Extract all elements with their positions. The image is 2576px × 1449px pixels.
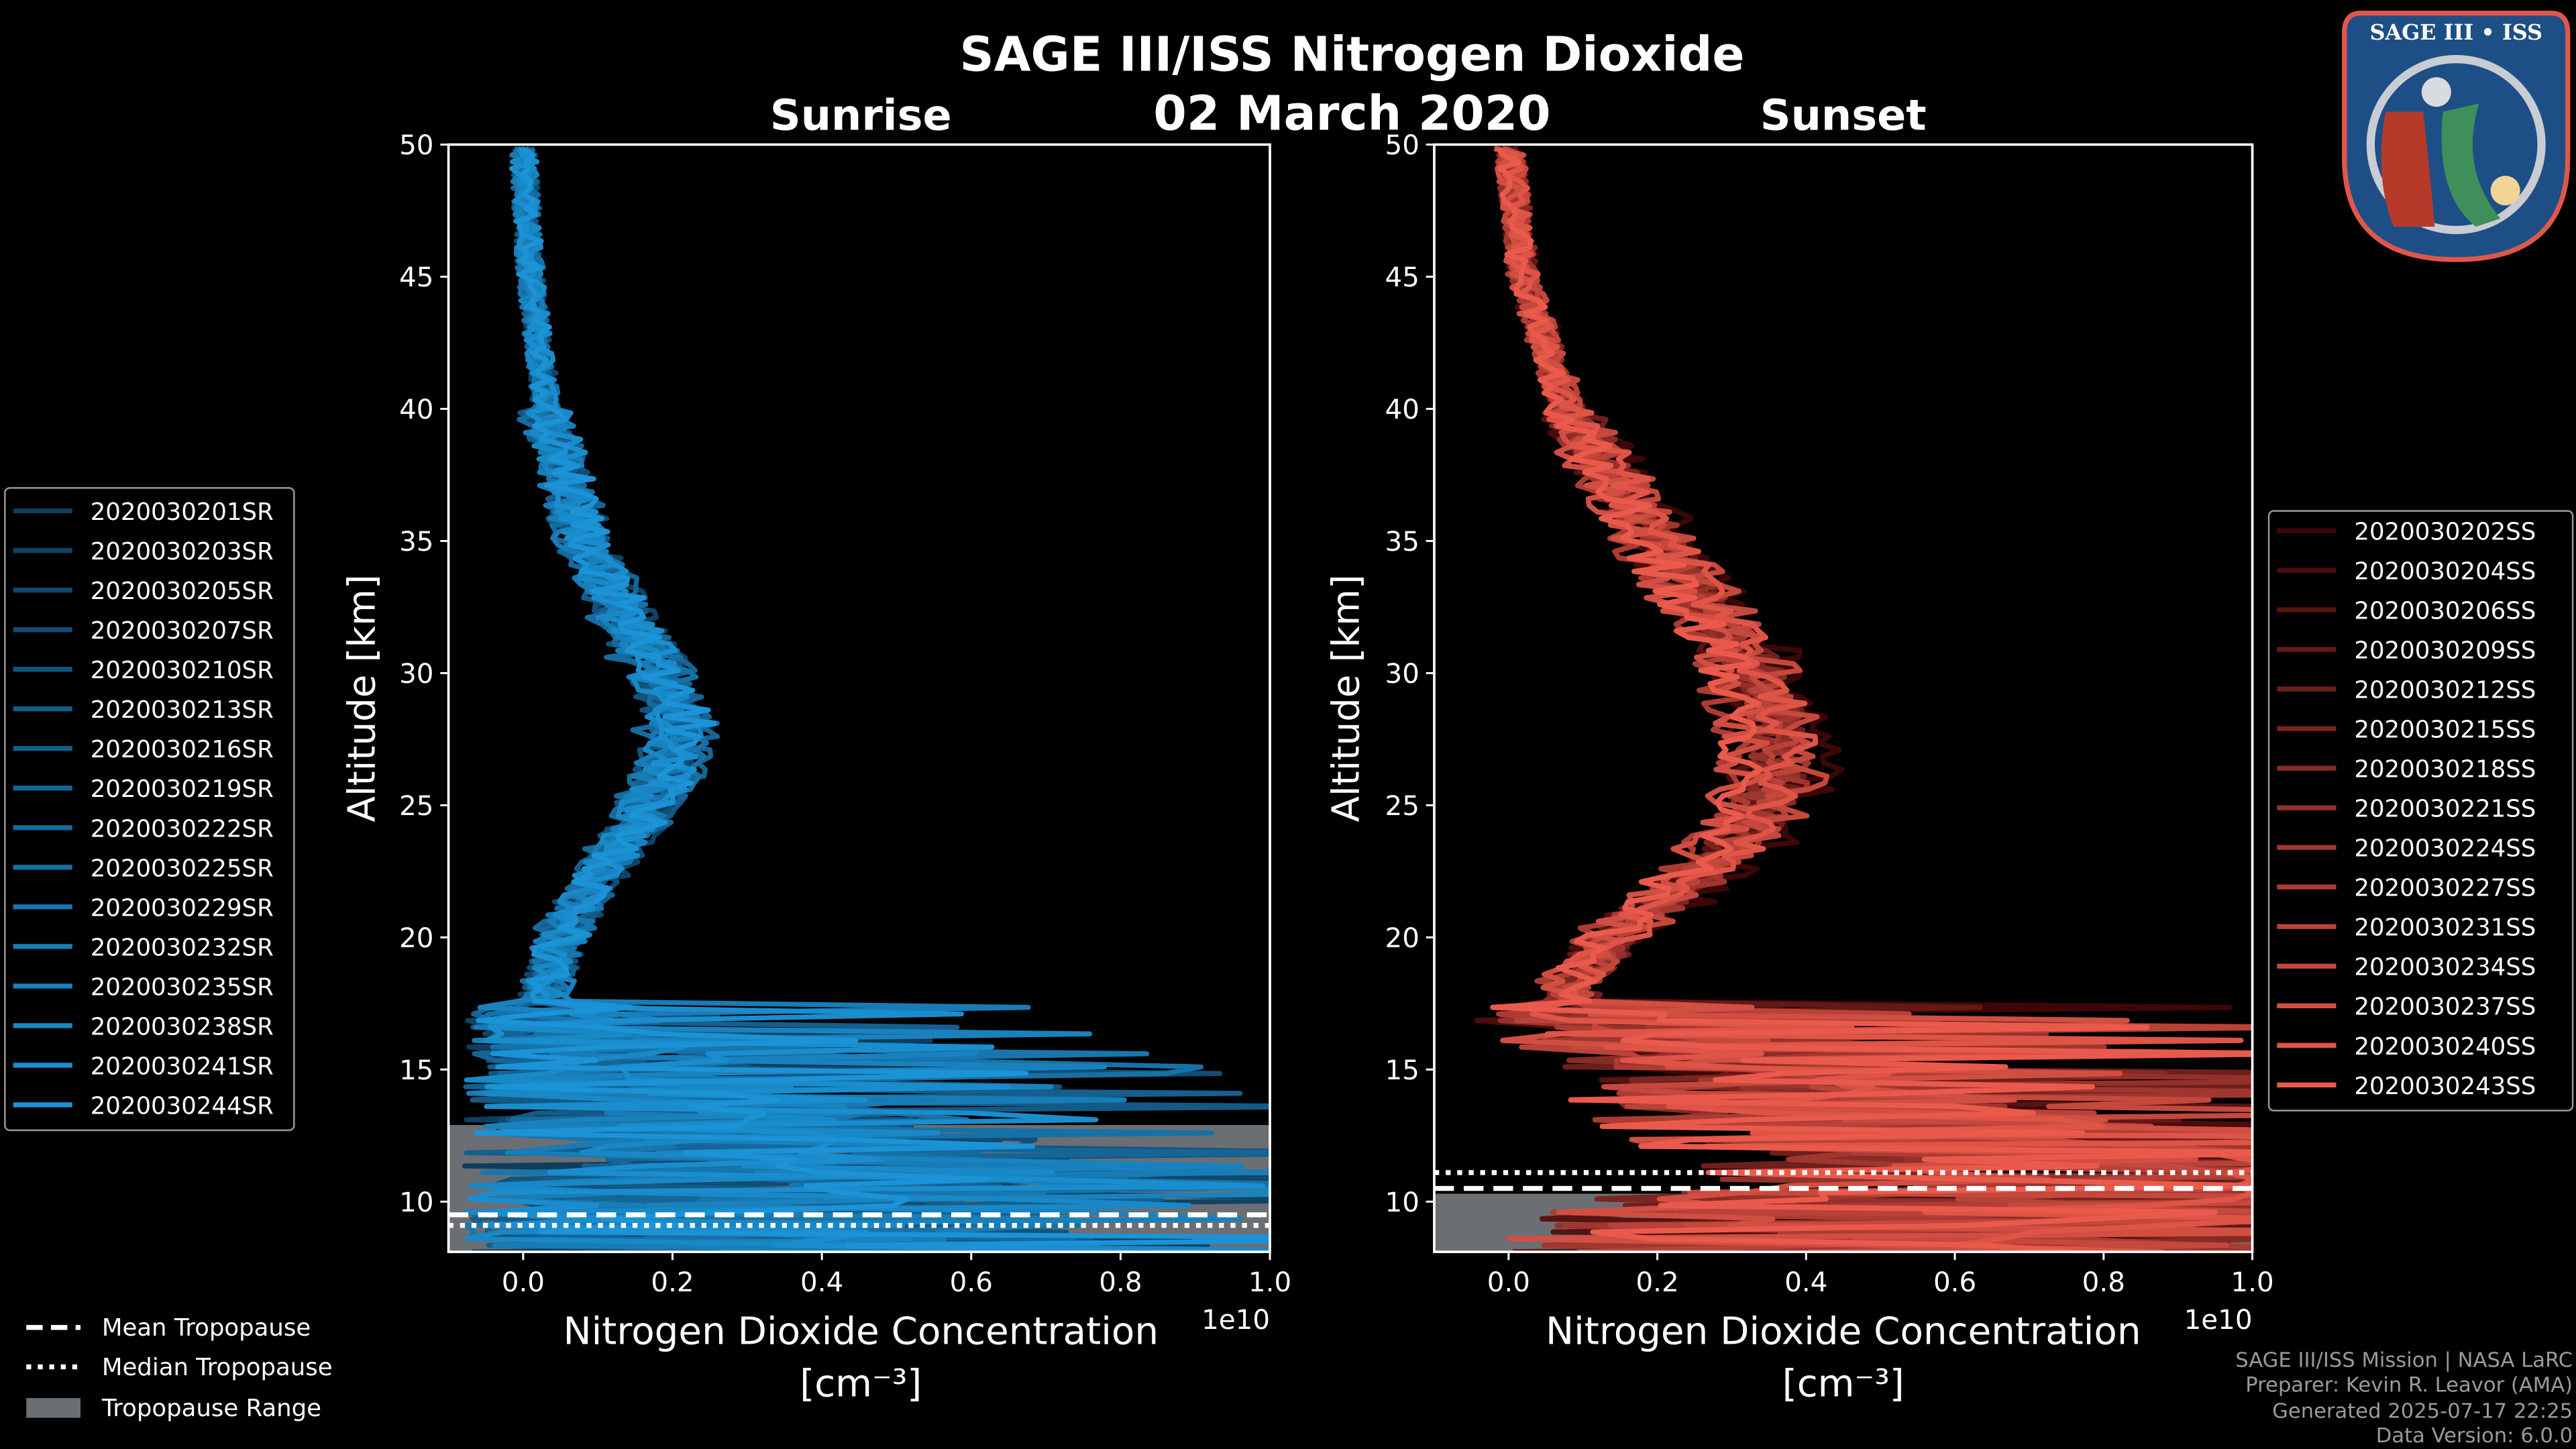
legend-label: 2020030209SS <box>2354 637 2536 665</box>
y-tick-label: 35 <box>399 525 433 557</box>
axes-frame <box>447 143 1271 1253</box>
legend-label: 2020030237SS <box>2354 994 2536 1021</box>
legend-label: 2020030234SS <box>2354 954 2536 981</box>
axes-frame <box>1433 143 2254 1253</box>
sunrise-x-unit: [cm⁻³] <box>800 1362 922 1406</box>
y-tick-label: 25 <box>399 790 433 822</box>
credit-line: Generated 2025-07-17 22:25 <box>2272 1399 2573 1423</box>
y-tick-label: 10 <box>399 1186 433 1218</box>
legend-label: 2020030203SR <box>91 538 274 566</box>
legend-label: 2020030221SS <box>2354 796 2536 823</box>
x-tick-label: 0.8 <box>2082 1266 2125 1298</box>
x-tick-label: 0.0 <box>1487 1266 1530 1298</box>
sunrise-plot: 0.0 0.2 0.4 0.6 0.8 1.0 10 15 20 25 30 35 40 45 50 <box>399 129 1291 1298</box>
x-tick-label: 0.0 <box>502 1266 545 1298</box>
x-tick-label: 0.6 <box>1933 1266 1976 1298</box>
tropopause-range-label: Tropopause Range <box>101 1395 321 1422</box>
legend-label: 2020030225SR <box>91 855 274 882</box>
sunrise-legend: 2020030201SR 2020030203SR 2020030205SR 2020… <box>4 487 295 1132</box>
x-tick-label: 1.0 <box>1248 1266 1291 1298</box>
sunset-plot: 0.0 0.2 0.4 0.6 0.8 1.0 10 15 20 25 30 35 40 45 50 <box>1385 129 2274 1298</box>
y-tick-label: 35 <box>1385 525 1419 557</box>
credit-line: Data Version: 6.0.0 <box>2376 1424 2573 1448</box>
logo-title: SAGE III • ISS <box>2369 19 2542 45</box>
sunrise-x-label: Nitrogen Dioxide Concentration <box>563 1309 1159 1353</box>
legend-label: 2020030232SR <box>91 934 274 961</box>
y-tick-label: 30 <box>399 657 433 690</box>
legend-label: 2020030215SS <box>2354 716 2536 744</box>
legend-label: 2020030240SS <box>2354 1033 2536 1061</box>
x-tick-label: 0.6 <box>950 1266 993 1298</box>
legend-label: 2020030231SS <box>2354 914 2536 942</box>
legend-label: 2020030235SR <box>91 973 274 1001</box>
sunset-x-unit: [cm⁻³] <box>1782 1362 1904 1406</box>
sunset-y-label: Altitude [km] <box>1324 574 1368 822</box>
credits: SAGE III/ISS Mission | NASA LaRC Prepare… <box>2235 1349 2573 1448</box>
sunrise-title: Sunrise <box>770 91 952 140</box>
mean-tropopause-label: Mean Tropopause <box>102 1314 311 1342</box>
y-tick-label: 45 <box>399 261 433 293</box>
profile-line-2020030244SR <box>474 146 1271 1252</box>
tropopause-range-swatch <box>26 1398 81 1418</box>
x-tick-label: 1.0 <box>2231 1266 2273 1298</box>
sunset-x-scale: 1e10 <box>2184 1303 2253 1336</box>
sunrise-x-scale: 1e10 <box>1201 1303 1270 1336</box>
credit-line: Preparer: Kevin R. Leavor (AMA) <box>2245 1373 2573 1397</box>
x-tick-label: 0.2 <box>1635 1266 1678 1298</box>
legend-label: 2020030204SS <box>2354 558 2536 586</box>
legend-label: 2020030244SR <box>91 1092 274 1120</box>
sage-iii-iss-logo: SAGE III • ISS <box>2342 10 2571 262</box>
y-tick-label: 20 <box>399 922 433 954</box>
legend-label: 2020030222SR <box>91 815 274 843</box>
legend-label: 2020030213SR <box>91 696 274 724</box>
y-tick-label: 50 <box>1385 129 1419 161</box>
median-tropopause-label: Median Tropopause <box>102 1354 333 1381</box>
sunrise-y-label: Altitude [km] <box>340 574 384 822</box>
profile-line-2020030240SS <box>1493 146 2253 1252</box>
legend-label: 2020030206SS <box>2354 598 2536 625</box>
sunset-legend: 2020030202SS 2020030204SS 2020030206SS 2020… <box>2267 510 2574 1112</box>
legend-label: 2020030227SS <box>2354 875 2536 902</box>
figure-date: 02 March 2020 <box>1153 85 1550 141</box>
legend-label: 2020030219SR <box>91 775 274 803</box>
legend-label: 2020030241SR <box>91 1053 274 1080</box>
legend-label: 2020030243SS <box>2354 1073 2536 1100</box>
tropopause-legend: Mean Tropopause Median Tropopause Tropop… <box>26 1314 333 1422</box>
legend-label: 2020030202SS <box>2354 518 2536 545</box>
legend-label: 2020030229SR <box>91 894 274 922</box>
x-tick-label: 0.4 <box>1784 1266 1827 1298</box>
legend-label: 2020030212SS <box>2354 677 2536 704</box>
y-tick-label: 20 <box>1385 922 1419 954</box>
y-tick-label: 40 <box>1385 393 1419 425</box>
x-tick-label: 0.8 <box>1099 1266 1142 1298</box>
y-tick-label: 45 <box>1385 261 1419 293</box>
legend-label: 2020030207SR <box>91 617 274 645</box>
y-tick-label: 50 <box>399 129 433 161</box>
y-tick-label: 25 <box>1385 790 1419 822</box>
y-tick-label: 15 <box>399 1054 433 1086</box>
sunset-x-label: Nitrogen Dioxide Concentration <box>1546 1309 2141 1353</box>
y-tick-label: 15 <box>1385 1054 1419 1086</box>
legend-label: 2020030205SR <box>91 578 274 605</box>
legend-label: 2020030238SR <box>91 1013 274 1040</box>
credit-line: SAGE III/ISS Mission | NASA LaRC <box>2235 1349 2573 1373</box>
legend-label: 2020030216SR <box>91 736 274 763</box>
profile-line-2020030243SS <box>1490 147 2253 1252</box>
legend-label: 2020030201SR <box>91 498 274 526</box>
x-tick-label: 0.4 <box>800 1266 843 1298</box>
legend-label: 2020030218SS <box>2354 756 2536 784</box>
legend-label: 2020030224SS <box>2354 835 2536 863</box>
legend-label: 2020030210SR <box>91 657 274 684</box>
x-tick-label: 0.2 <box>651 1266 694 1298</box>
figure-title: SAGE III/ISS Nitrogen Dioxide <box>959 26 1744 82</box>
y-tick-label: 30 <box>1385 657 1419 690</box>
sunset-title: Sunset <box>1760 91 1927 140</box>
y-tick-label: 40 <box>399 393 433 425</box>
y-tick-label: 10 <box>1385 1186 1419 1218</box>
